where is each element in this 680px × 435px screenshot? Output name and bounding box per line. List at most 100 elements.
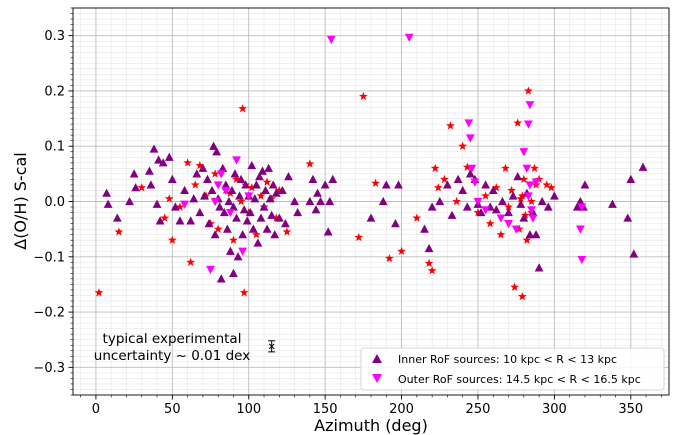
tick-labels: 0 50 100 150 200 250 300 350 −0.3 −0.2 −0.1 0.0 0.1 0… xyxy=(33,29,643,417)
other-source-point xyxy=(186,257,196,267)
inner-source-point xyxy=(149,144,159,153)
inner-source-point xyxy=(248,224,258,233)
inner-source-point xyxy=(216,274,226,283)
inner-source-point xyxy=(391,219,400,228)
x-tick-label: 250 xyxy=(466,402,491,417)
other-source-point xyxy=(229,235,238,244)
inner-source-point xyxy=(270,230,280,239)
inner-source-point xyxy=(531,230,541,239)
inner-source-point xyxy=(443,180,452,189)
inner-source-point xyxy=(238,230,248,239)
other-source-point xyxy=(496,230,506,239)
axis-ticks xyxy=(68,7,662,400)
outer-source-point xyxy=(525,101,535,110)
inner-source-point xyxy=(458,185,468,195)
other-source-point xyxy=(542,180,552,189)
other-source-point xyxy=(252,230,261,239)
inner-source-point xyxy=(212,147,222,156)
inner-source-point xyxy=(447,210,457,219)
other-source-point xyxy=(439,174,449,184)
legend: Inner RoF sources: 10 kpc < R < 13 kpc O… xyxy=(360,347,665,391)
x-tick-label: 150 xyxy=(313,402,338,417)
other-source-point xyxy=(282,227,292,236)
inner-source-point xyxy=(233,252,243,261)
other-source-point xyxy=(520,210,530,220)
other-source-point xyxy=(195,160,205,170)
outer-source-point xyxy=(504,220,513,229)
inner-source-point xyxy=(215,202,225,211)
inner-source-point xyxy=(154,155,163,164)
inner-source-point xyxy=(250,194,260,203)
inner-source-point xyxy=(274,213,284,222)
inner-source-point xyxy=(481,180,491,189)
inner-source-point xyxy=(221,180,231,189)
inner-source-point xyxy=(381,180,391,189)
other-source-point xyxy=(501,163,510,173)
inner-source-point xyxy=(186,216,196,225)
inner-source-point xyxy=(629,249,639,258)
inner-source-point xyxy=(476,207,486,217)
legend-inner-label: Inner RoF sources: 10 kpc < R < 13 kpc xyxy=(398,353,617,366)
inner-source-point xyxy=(253,238,263,247)
outer-source-point xyxy=(470,178,480,187)
legend-inner-marker xyxy=(372,354,382,363)
other-source-point xyxy=(247,183,257,192)
inner-source-point xyxy=(504,207,513,217)
inner-source-point xyxy=(236,174,246,183)
inner-source-point xyxy=(241,180,251,189)
inner-source-point xyxy=(534,263,544,272)
inner-source-point xyxy=(256,213,266,222)
other-source-point xyxy=(546,183,556,192)
annotation-line-1: typical experimental xyxy=(103,331,242,347)
inner-source-point xyxy=(170,202,180,211)
inner-source-point xyxy=(623,213,633,222)
other-source-point xyxy=(354,232,364,242)
outer-source-point xyxy=(404,33,414,42)
outer-source-point xyxy=(210,197,220,207)
inner-source-point xyxy=(305,196,315,206)
inner-source-point xyxy=(200,191,209,200)
inner-source-point xyxy=(258,166,267,175)
other-source-point xyxy=(507,185,516,195)
inner-source-point xyxy=(435,196,445,206)
outer-source-point xyxy=(216,170,226,179)
other-source-point xyxy=(491,183,501,192)
inner-source-point xyxy=(284,172,293,181)
other-source-point xyxy=(384,253,394,263)
inner-source-point xyxy=(227,185,237,195)
outer-source-point xyxy=(528,214,538,223)
inner-source-point xyxy=(325,196,335,206)
inner-source-point xyxy=(262,224,272,233)
major-grid xyxy=(73,8,669,395)
outer-source-point xyxy=(525,181,535,190)
inner-source-point xyxy=(195,207,205,217)
other-source-point xyxy=(274,185,284,195)
inner-source-point xyxy=(508,191,518,200)
inner-source-point xyxy=(152,199,162,208)
other-source-point xyxy=(485,219,495,228)
inner-source-point xyxy=(366,213,376,222)
inner-source-point xyxy=(226,246,235,255)
outer-source-point xyxy=(522,164,532,173)
inner-source-point xyxy=(155,216,165,225)
outer-source-point xyxy=(244,192,254,201)
legend-outer-marker xyxy=(372,374,382,383)
inner-source-point xyxy=(242,216,252,225)
other-source-point xyxy=(232,174,241,184)
outer-source-point xyxy=(238,247,248,256)
legend-outer-label: Outer RoF sources: 14.5 kpc < R < 16.5 k… xyxy=(398,373,641,386)
other-source-point xyxy=(190,180,200,189)
inner-source-point xyxy=(219,207,229,217)
inner-source-point xyxy=(102,188,112,197)
inner-source-point xyxy=(525,230,535,239)
y-tick-label: −0.2 xyxy=(33,306,65,321)
other-source-point xyxy=(167,235,177,244)
other-source-point xyxy=(160,213,170,222)
inner-source-point xyxy=(251,180,261,189)
inner-source-point xyxy=(247,160,257,170)
other-source-point xyxy=(527,196,536,206)
other-source-point xyxy=(517,191,527,200)
inner-source-point xyxy=(261,185,270,195)
other-sources-points xyxy=(94,86,556,301)
other-source-point xyxy=(114,227,124,236)
